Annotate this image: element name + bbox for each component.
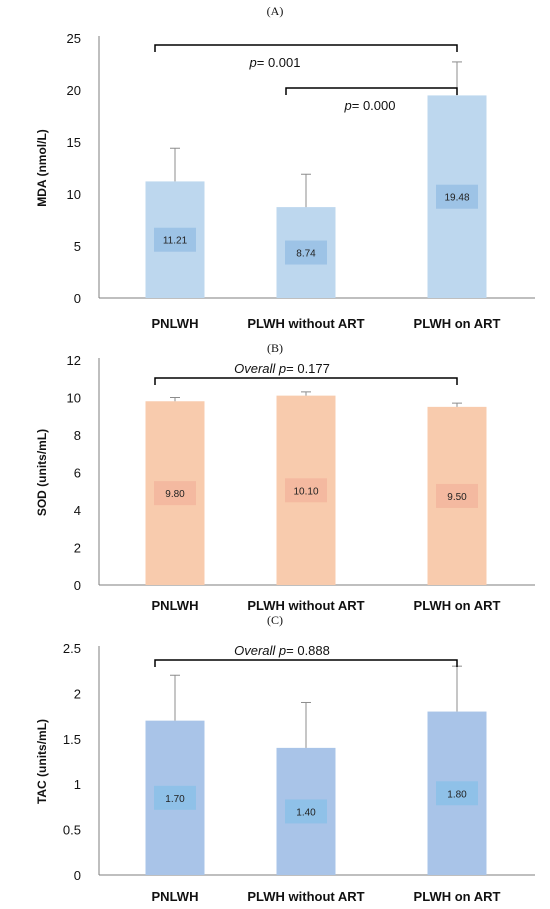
data-label-box [285,478,327,503]
category-label: PLWH without ART [247,889,364,904]
chart-panel-2: (B) SOD (units/mL) 0 2 4 6 8 10 12 9.80 PNLWH 10.10… [35,341,535,613]
y-tick-label: 1 [74,777,81,792]
panel-label: (A) [267,4,284,18]
data-label: 9.50 [447,492,467,503]
category-label: PNLWH [152,889,199,904]
y-tick-label: 0.5 [63,823,81,838]
y-tick-label: 0 [74,868,81,883]
data-label: 9.80 [165,489,185,500]
y-tick-label: 20 [67,83,81,98]
y-axis-label: SOD (units/mL) [35,429,49,516]
data-label: 11.21 [163,236,188,247]
chart-panel-3: (C) TAC (units/mL) 0 0.5 1 1.5 2 2.5 1.70 PNLWH 1.… [35,613,535,904]
significance-bracket [285,87,458,95]
p-value-annotation: Overall p= 0.888 [234,643,330,658]
chart-panel-1: (A) MDA (nmol/L) 0 5 10 15 20 25 11.21 PNLWH 8.74 P… [35,4,535,331]
panel-label: (B) [267,341,283,355]
category-label: PNLWH [152,316,199,331]
y-tick-label: 2.5 [63,641,81,656]
data-label-box [436,483,478,508]
y-tick-label: 10 [67,391,81,406]
category-label: PLWH on ART [414,598,501,613]
category-label: PLWH without ART [247,598,364,613]
y-tick-label: 2 [74,686,81,701]
data-label-box [154,785,196,810]
y-tick-label: 6 [74,466,81,481]
data-label: 1.40 [296,807,316,818]
p-value-annotation: Overall p= 0.177 [234,361,330,376]
y-axis-label: MDA (nmol/L) [35,129,49,207]
data-label: 1.70 [165,794,185,805]
data-label: 1.80 [447,789,467,800]
y-tick-label: 5 [74,239,81,254]
panel-label: (C) [267,613,283,627]
y-tick-label: 12 [67,353,81,368]
data-label: 10.10 [293,486,318,497]
category-label: PLWH on ART [414,889,501,904]
data-label-box [285,240,327,265]
significance-bracket [154,377,458,385]
data-label-box [436,781,478,806]
p-value-annotation: p= 0.001 [249,55,301,70]
y-axis-label: TAC (units/mL) [35,719,49,804]
category-label: PLWH on ART [414,316,501,331]
y-tick-label: 0 [74,578,81,593]
significance-bracket [154,659,458,667]
y-tick-label: 25 [67,31,81,46]
data-label-box [436,184,478,209]
data-label: 19.48 [444,193,469,204]
data-label: 8.74 [296,249,316,260]
p-value-annotation: p= 0.000 [344,98,396,113]
y-tick-label: 8 [74,428,81,443]
y-tick-label: 10 [67,187,81,202]
y-tick-label: 0 [74,291,81,306]
category-label: PLWH without ART [247,316,364,331]
y-tick-label: 15 [67,135,81,150]
y-tick-label: 2 [74,541,81,556]
data-label-box [285,799,327,824]
category-label: PNLWH [152,598,199,613]
data-label-box [154,481,196,506]
y-tick-label: 4 [74,503,81,518]
significance-bracket [154,44,458,52]
data-label-box [154,227,196,252]
y-tick-label: 1.5 [63,732,81,747]
